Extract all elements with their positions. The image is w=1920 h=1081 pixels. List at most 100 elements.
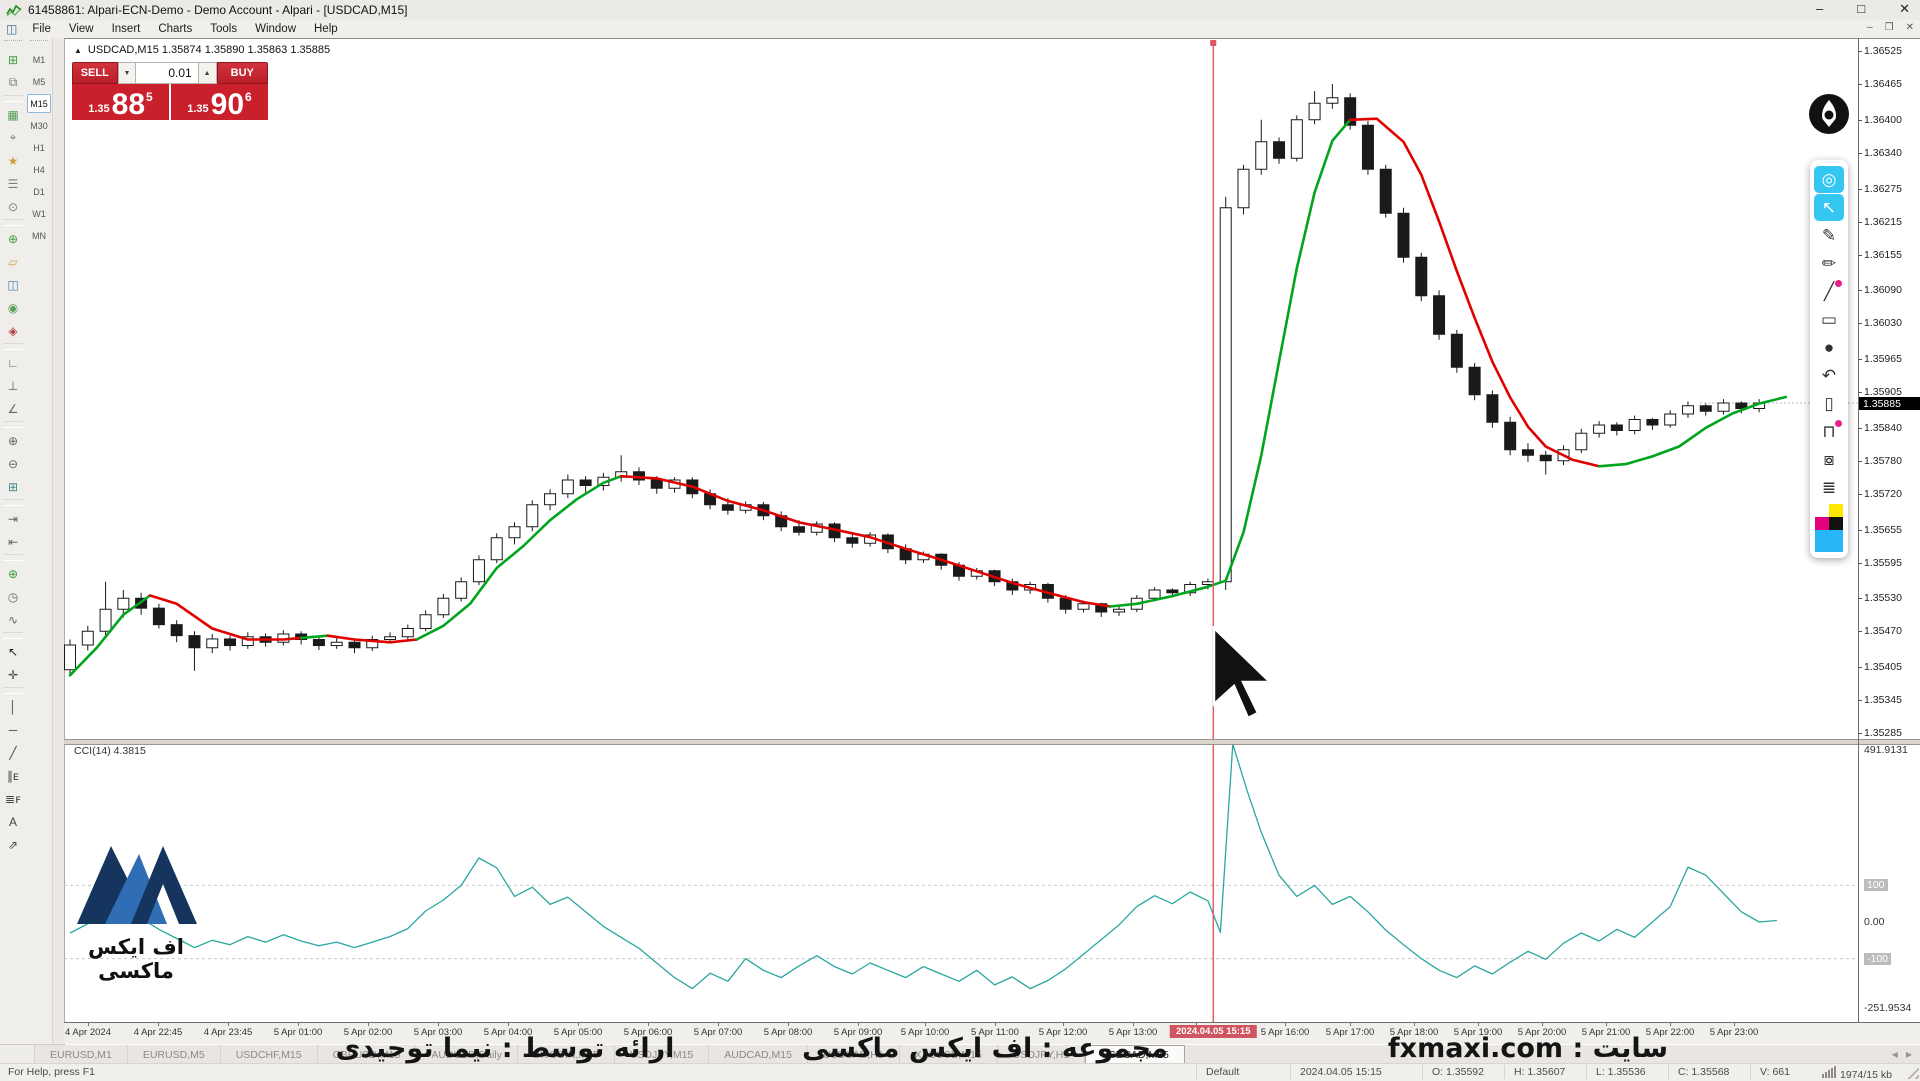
menu-help[interactable]: Help <box>314 23 338 35</box>
menu-tools[interactable]: Tools <box>210 23 238 35</box>
chart-tab-audcad-m15[interactable]: AUDCAD,M15 <box>709 1045 808 1064</box>
new-order-icon[interactable]: ⊕ <box>7 231 19 246</box>
screenshot-icon[interactable]: ⧇ <box>1823 449 1835 469</box>
buy-button[interactable]: BUY <box>216 62 268 84</box>
tile-windows-icon[interactable]: ⊞ <box>7 479 19 494</box>
menu-insert[interactable]: Insert <box>111 23 141 35</box>
pen-icon[interactable]: ✎ <box>1821 225 1837 245</box>
vertical-line-icon[interactable]: │ <box>9 699 17 714</box>
new-chart-icon[interactable]: ⊞ <box>7 52 19 67</box>
trendline-icon[interactable]: ╱ <box>9 745 17 760</box>
status-profile[interactable]: Default <box>1206 1066 1240 1078</box>
chart-tab-usdcad-m15[interactable]: USDCAD,M15 <box>1085 1045 1185 1064</box>
chart-canvas[interactable] <box>64 38 1920 1045</box>
horizontal-line-icon[interactable]: ─ <box>8 722 18 737</box>
timeframe-m15[interactable]: M15 <box>27 94 51 113</box>
favorites-icon[interactable]: ★ <box>7 153 19 168</box>
color-swatch[interactable] <box>1829 504 1843 517</box>
equidistant-channel-icon[interactable]: ∥ᴇ <box>7 768 19 783</box>
undo-icon[interactable]: ↶ <box>1821 365 1837 385</box>
tab-scroll-right-icon[interactable]: ▶ <box>1905 1050 1912 1059</box>
chart-tab-usdcad-h1[interactable]: USDCAD,H1 <box>808 1045 900 1064</box>
fxmaxi-logo-icon <box>77 846 197 924</box>
zoom-out-icon[interactable]: ⊖ <box>7 456 19 471</box>
chart-tab-eurusd-m1[interactable]: EURUSD,M1 <box>35 1045 128 1064</box>
color-swatch[interactable] <box>1815 517 1829 530</box>
menu-view[interactable]: View <box>68 23 94 35</box>
timeframe-m30[interactable]: M30 <box>30 120 48 131</box>
pane-separator[interactable] <box>64 739 1920 745</box>
chart-template-icon[interactable]: ▦ <box>7 107 19 122</box>
eraser-icon[interactable]: ▭ <box>1820 309 1838 329</box>
zoom-in-icon[interactable]: ⊕ <box>7 433 19 448</box>
chart-tab-usdjpy-m15[interactable]: USDJPY,M15 <box>615 1045 710 1064</box>
lot-size-input[interactable]: 0.01 <box>136 62 198 84</box>
timeframe-m1[interactable]: M1 <box>32 54 46 65</box>
cursor-move-icon[interactable]: ⌖ <box>9 130 17 144</box>
color-palette[interactable] <box>1815 504 1843 552</box>
color-swatch[interactable] <box>1815 530 1843 552</box>
chart-tab-audusd-daily[interactable]: AUDUSD,Daily <box>416 1045 518 1064</box>
lot-up-caret[interactable]: ▲ <box>197 62 217 84</box>
fibonacci-icon[interactable]: ≣ꜰ <box>5 791 21 806</box>
candlestick-chart-icon[interactable]: ⊥ <box>7 378 19 393</box>
timeframe-h4[interactable]: H4 <box>33 164 45 175</box>
arrows-tool-icon[interactable]: ⇗ <box>7 837 19 852</box>
chart-tab-gbpusd-m15[interactable]: GBPUSD,M15 <box>318 1045 417 1064</box>
color-swatch[interactable] <box>1815 504 1829 517</box>
period-clock-icon[interactable]: ◷ <box>7 589 19 604</box>
collapse-arrow-icon[interactable]: ▲ <box>74 45 82 55</box>
line-tool-icon[interactable]: ╱ <box>1814 278 1844 305</box>
new-order2-icon[interactable]: ⊕ <box>7 566 19 581</box>
chart-minimize-button[interactable]: – <box>1867 22 1873 33</box>
tab-scroll-left-icon[interactable]: ◀ <box>1891 1050 1898 1059</box>
timeframe-mn[interactable]: MN <box>32 230 46 241</box>
auto-scroll-icon[interactable]: ⇥ <box>7 511 19 526</box>
timeframe-w1[interactable]: W1 <box>32 208 46 219</box>
menu-charts[interactable]: Charts <box>158 23 193 35</box>
timeframe-d1[interactable]: D1 <box>33 186 45 197</box>
brush-size-icon[interactable]: ● <box>1823 337 1835 357</box>
crosshair-icon[interactable]: ✛ <box>7 667 19 682</box>
whiteboard-icon[interactable]: ⊓ <box>1814 418 1844 445</box>
sound-alert-icon[interactable]: ◉ <box>7 300 19 315</box>
trash-icon[interactable]: ▯ <box>1824 393 1834 413</box>
menu-file[interactable]: File <box>32 23 51 35</box>
close-button[interactable]: ✕ <box>1899 1 1910 16</box>
bid-price-panel[interactable]: 1.35 88 5 <box>72 84 171 120</box>
timeframe-h1[interactable]: H1 <box>33 142 45 153</box>
highlighter-icon[interactable]: ✏ <box>1821 253 1837 273</box>
chart-shift-icon[interactable]: ⇤ <box>7 534 19 549</box>
timeframe-m5[interactable]: M5 <box>32 76 46 87</box>
chart-restore-button[interactable]: ❐ <box>1884 22 1894 33</box>
chart-tab-xauusd-m15[interactable]: XAUUSD,M15 <box>900 1045 998 1064</box>
indicators-icon[interactable]: ∿ <box>7 612 19 627</box>
chart-tab-usdchf-m15[interactable]: USDCHF,M15 <box>221 1045 318 1064</box>
ask-price-panel[interactable]: 1.35 90 6 <box>171 84 268 120</box>
maximize-button[interactable]: □ <box>1857 1 1866 16</box>
pen-app-logo-icon[interactable] <box>1808 93 1850 135</box>
color-swatch[interactable] <box>1829 517 1843 530</box>
menu-window[interactable]: Window <box>255 23 296 35</box>
select-arrow-icon[interactable]: ↖ <box>1814 194 1844 221</box>
lot-dropdown-caret[interactable]: ▼ <box>117 62 137 84</box>
terminal-icon[interactable]: ◫ <box>7 277 19 292</box>
sell-button[interactable]: SELL <box>72 62 118 84</box>
history-center-icon[interactable]: ▱ <box>8 254 18 269</box>
bar-chart-icon[interactable]: ∟ <box>7 355 19 370</box>
market-icon[interactable]: ◈ <box>8 323 18 338</box>
market-watch-icon[interactable]: ☰ <box>7 176 19 191</box>
chart-tab-bitcoin-m15[interactable]: BITCOIN,M15 <box>518 1045 615 1064</box>
chart-tab-eurusd-m5[interactable]: EURUSD,M5 <box>128 1045 221 1064</box>
time-scale[interactable]: 4 Apr 2024 4 Apr 22:45 4 Apr 23:45 5 Apr 01… <box>64 1023 1920 1044</box>
notes-icon[interactable]: ≣ <box>1821 477 1837 497</box>
profiles-icon[interactable]: ⧉ <box>8 75 18 89</box>
chart-close-button[interactable]: ✕ <box>1905 22 1914 33</box>
data-window-icon[interactable]: ⊙ <box>7 199 19 214</box>
line-chart-icon[interactable]: ∠ <box>7 401 19 416</box>
eye-icon[interactable]: ◎ <box>1814 166 1844 193</box>
cursor-arrow-icon[interactable]: ↖ <box>7 644 19 659</box>
text-tool-icon[interactable]: A <box>8 814 17 829</box>
chart-tab-usdjpy-h1[interactable]: USDJPY,H1 <box>998 1045 1086 1064</box>
minimize-button[interactable]: – <box>1816 1 1824 16</box>
